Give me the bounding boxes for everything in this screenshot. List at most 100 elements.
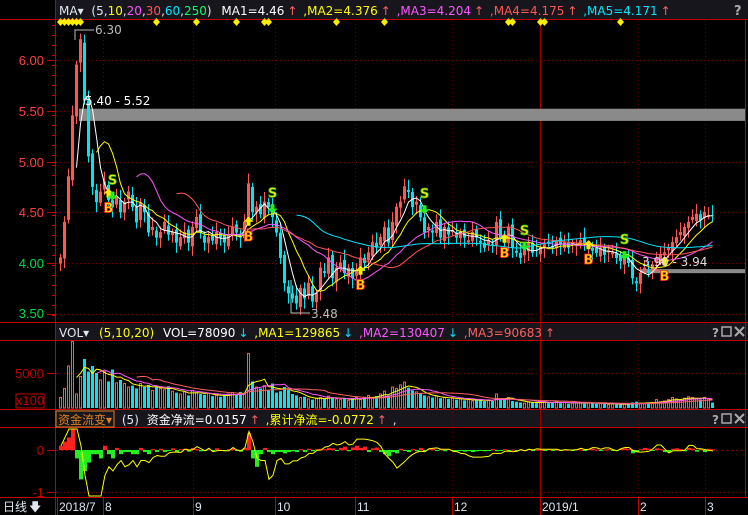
volume-bar <box>411 390 414 408</box>
volume-bar <box>555 401 558 409</box>
sell-signal: S <box>420 187 429 202</box>
help-icon[interactable]: ? <box>712 413 719 427</box>
fund-flow-bar <box>631 450 635 454</box>
dropdown-icon[interactable]: ▾ <box>78 4 88 18</box>
vol-ma1-value: ,MA1=129865 <box>254 326 340 340</box>
buy-arrow-icon <box>243 216 254 226</box>
maximize-icon[interactable] <box>721 413 732 424</box>
volume-bar <box>463 400 466 408</box>
fund-flow-bar <box>307 448 311 450</box>
volume-bar <box>547 403 550 408</box>
volume-unit-box <box>15 393 45 409</box>
volume-bar <box>423 395 426 408</box>
candle-body <box>591 247 594 251</box>
volume-bar <box>419 393 422 408</box>
event-marker-icon <box>537 18 544 26</box>
fund-indicator-selector[interactable] <box>55 410 115 428</box>
volume-bar <box>127 386 130 409</box>
volume-bar <box>271 383 274 408</box>
candle-body <box>611 252 614 255</box>
event-marker-icon <box>233 18 240 26</box>
volume-bar <box>199 394 202 408</box>
volume-bar <box>375 396 378 408</box>
fund-flow-bar <box>499 450 503 451</box>
candle-body <box>595 247 598 253</box>
close-icon[interactable] <box>734 326 745 337</box>
fund-flow-bar <box>67 437 71 450</box>
buy-signal: B <box>660 269 670 284</box>
fund-flow-bar <box>127 450 131 453</box>
fund-flow-bar <box>703 450 707 453</box>
volume-bar <box>643 403 646 409</box>
volume-bar <box>363 396 366 408</box>
fund-flow-bar <box>107 450 111 455</box>
candle-body <box>539 247 542 255</box>
price-tick: 5.50 <box>19 104 44 119</box>
volume-bar <box>319 397 322 409</box>
price-tick: 3.50 <box>19 306 44 321</box>
fund-flow-bar <box>271 450 275 455</box>
help-icon[interactable]: ? <box>712 326 719 340</box>
candle-body <box>583 237 586 245</box>
volume-bar <box>699 399 702 408</box>
fund-flow-bar <box>327 447 331 450</box>
sell-arrow-icon <box>519 241 530 251</box>
sell-arrow-icon <box>267 204 278 214</box>
candle-body <box>79 39 82 63</box>
ma3-value: ,MA3=4.204 <box>397 4 471 18</box>
volume-bar <box>111 369 114 408</box>
fund-flow-bar <box>423 450 427 452</box>
fund-flow-bar <box>283 450 287 454</box>
vol-ma3-value: ,MA3=90683 <box>464 326 542 340</box>
up-arrow-icon: ↑ <box>287 4 297 18</box>
fund-flow-bar <box>611 450 615 451</box>
period-selector[interactable]: 日线 🡇 <box>3 500 41 514</box>
volume-bar <box>95 373 98 408</box>
fund-flow-bar <box>419 447 423 450</box>
fund-flow-bar <box>691 448 695 450</box>
fund-flow-bar <box>395 450 399 454</box>
fund-indicator-name[interactable]: 资金流变 <box>58 412 106 427</box>
fund-flow-bar <box>503 449 507 451</box>
volume-bar <box>63 387 66 409</box>
fund-flow-bar <box>363 446 367 450</box>
volume-bar <box>395 387 398 409</box>
top-event-markers[interactable] <box>57 18 624 26</box>
volume-bar <box>559 403 562 408</box>
candle-body <box>123 201 126 213</box>
high-price-label: 6.30 <box>95 23 122 37</box>
event-marker-icon <box>153 18 160 26</box>
fund-flow-bar <box>247 433 251 450</box>
fund-header-bar <box>55 410 748 428</box>
up-arrow-icon: ↑ <box>545 326 555 340</box>
close-icon[interactable] <box>734 413 745 424</box>
volume-ma-line-20 <box>136 375 713 404</box>
sell-arrow-icon <box>419 205 430 215</box>
fund-flow-bar <box>87 450 91 463</box>
volume-bar <box>259 388 262 408</box>
candle-body <box>211 234 214 241</box>
fund-cumulative-flow: ,累计净流=-0.0772 <box>266 413 374 427</box>
candle-body <box>647 271 650 273</box>
dropdown-icon[interactable]: ▾ <box>83 326 89 340</box>
candle-body <box>251 186 254 213</box>
sell-arrow-icon <box>619 251 630 261</box>
fund-flow-bar <box>303 450 307 453</box>
up-arrow-icon: ↑ <box>474 4 484 18</box>
dropdown-icon[interactable]: ▾ <box>106 413 112 427</box>
fund-flow-bar <box>591 448 595 450</box>
event-marker-icon <box>57 18 64 26</box>
ma-indicator-selector[interactable]: MA <box>59 4 78 18</box>
candle-body <box>135 207 138 223</box>
volume-bar <box>67 365 70 409</box>
event-marker-icon <box>61 18 68 26</box>
fund-flow-bar <box>79 450 83 480</box>
candle-body <box>599 247 602 257</box>
maximize-icon[interactable] <box>721 326 732 337</box>
volume-bar <box>183 391 186 409</box>
volume-indicator-selector[interactable]: VOL <box>59 326 83 340</box>
fund-flow-bar <box>291 450 295 452</box>
help-icon[interactable]: ? <box>734 4 742 19</box>
fund-flow-bar <box>599 450 603 451</box>
